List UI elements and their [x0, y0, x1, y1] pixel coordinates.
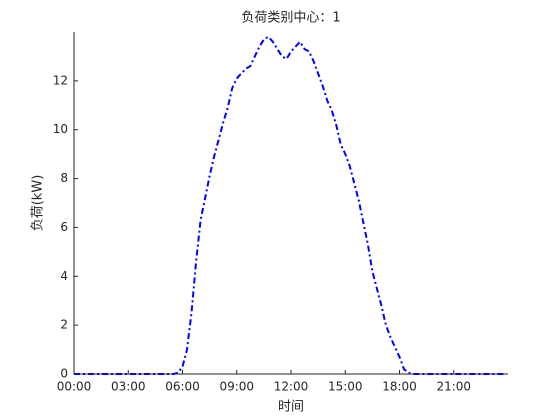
x-tick-label: 15:00 — [328, 380, 363, 394]
x-tick-label: 09:00 — [219, 380, 254, 394]
y-tick-label: 0 — [60, 367, 68, 381]
y-tick-label: 12 — [53, 73, 68, 87]
y-tick-label: 8 — [60, 171, 68, 185]
x-tick-label: 18:00 — [382, 380, 417, 394]
x-axis-label: 时间 — [278, 400, 304, 415]
data-line — [74, 35, 504, 375]
y-tick-label: 6 — [60, 220, 68, 234]
x-tick-label: 00:00 — [57, 380, 92, 394]
x-tick-label: 12:00 — [274, 380, 309, 394]
chart-title: 负荷类别中心：1 — [241, 11, 340, 26]
y-tick-label: 4 — [60, 269, 68, 283]
x-tick-label: 21:00 — [436, 380, 471, 394]
y-tick-label: 2 — [60, 318, 68, 332]
y-tick-label: 10 — [53, 122, 68, 136]
x-tick-label: 03:00 — [111, 380, 146, 394]
y-axis-label: 负荷(kW) — [31, 175, 46, 232]
x-tick-label: 06:00 — [165, 380, 200, 394]
